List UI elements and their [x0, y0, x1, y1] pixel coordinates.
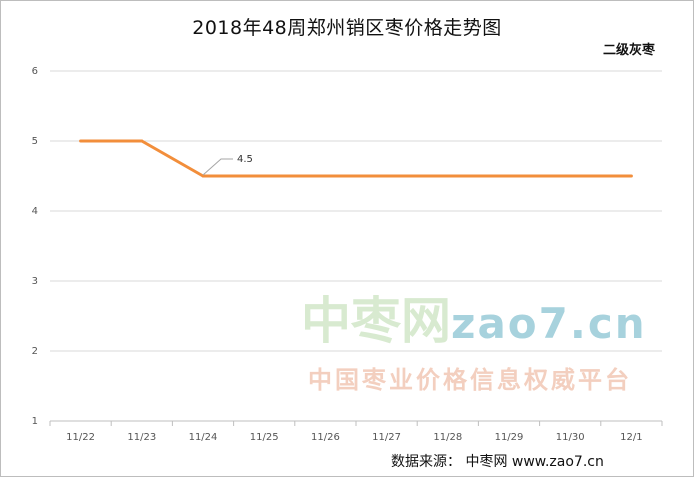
x-tick-label: 11/27	[372, 432, 401, 443]
x-tick-label: 11/26	[311, 432, 340, 443]
x-tick-label: 11/28	[433, 432, 462, 443]
data-point	[568, 174, 572, 178]
x-tick-label: 11/23	[127, 432, 156, 443]
y-tick-label: 5	[32, 136, 38, 147]
x-tick-label: 11/25	[250, 432, 279, 443]
chart-title: 2018年48周郑州销区枣价格走势图	[192, 17, 502, 39]
x-tick-label: 11/30	[556, 432, 585, 443]
data-point	[385, 174, 389, 178]
series-label: 二级灰枣	[602, 43, 655, 58]
x-tick-label: 12/1	[620, 432, 642, 443]
series-line-0	[80, 139, 632, 178]
data-label: 4.5	[237, 154, 253, 165]
y-tick-label: 2	[32, 346, 38, 357]
x-tick-label: 11/24	[189, 432, 218, 443]
watermark-en: zao7.cn	[451, 299, 647, 348]
y-tick-label: 4	[32, 206, 38, 217]
watermark-subtitle: 中国枣业价格信息权威平台	[308, 366, 632, 394]
data-point	[629, 174, 633, 178]
x-tick-label: 11/29	[495, 432, 524, 443]
watermark-logo: 中枣网zao7.cn	[301, 281, 647, 353]
y-tick-label: 3	[32, 276, 38, 287]
data-point	[79, 139, 83, 143]
data-point	[201, 174, 205, 178]
data-point	[323, 174, 327, 178]
x-tick-label: 11/22	[66, 432, 95, 443]
y-tick-label: 6	[32, 66, 38, 77]
data-label-leader	[202, 158, 233, 176]
data-point	[262, 174, 266, 178]
data-point	[140, 139, 144, 143]
y-tick-label: 1	[32, 416, 38, 427]
watermark-zh: 中枣网	[301, 292, 451, 350]
source-text: 数据来源： 中枣网 www.zao7.cn	[391, 454, 604, 470]
data-point	[507, 174, 511, 178]
data-point	[446, 174, 450, 178]
